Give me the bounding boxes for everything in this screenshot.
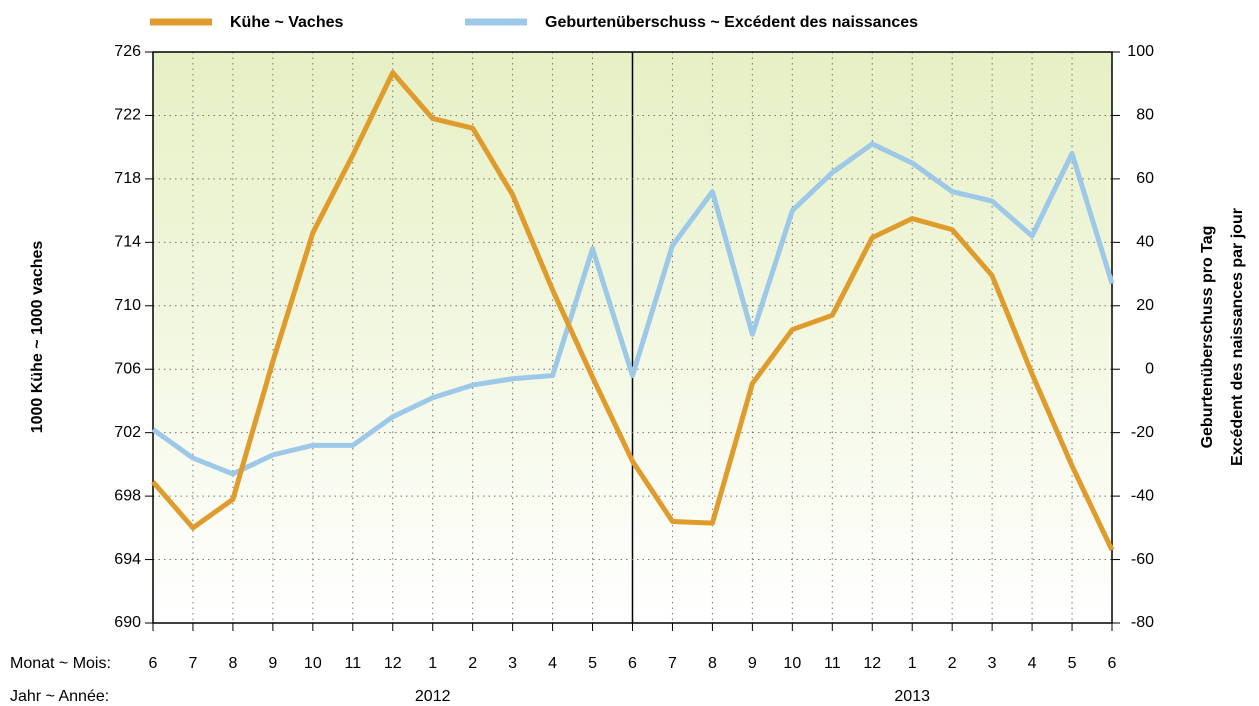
y-tick-label: 690	[114, 614, 141, 631]
x-tick-label: 1	[428, 655, 437, 672]
x-tick-label: 4	[548, 655, 557, 672]
x-tick-label: 3	[508, 655, 517, 672]
x-tick-label: 10	[783, 655, 801, 672]
y-tick-label: 718	[114, 170, 141, 187]
x-tick-label: 3	[988, 655, 997, 672]
x-tick-label: 10	[304, 655, 322, 672]
row-label: Monat ~ Mois:	[10, 655, 111, 672]
year-label: 2013	[894, 688, 930, 705]
x-tick-label: 2	[468, 655, 477, 672]
x-tick-label: 11	[824, 655, 841, 672]
x-tick-label: 12	[384, 655, 402, 672]
line	[151, 70, 1115, 552]
x-tick-label: 1	[908, 655, 917, 672]
y2-tick-label: -40	[1131, 487, 1154, 504]
x-tick-label: 9	[748, 655, 757, 672]
x-tick-label: 6	[628, 655, 637, 672]
x-tick-label: 8	[228, 655, 237, 672]
y-tick-label: 722	[114, 107, 141, 124]
x-tick-label: 9	[268, 655, 277, 672]
y2-tick-label: 100	[1127, 43, 1154, 60]
y2-tick-label: -60	[1131, 551, 1154, 568]
y2-tick-label: 60	[1136, 170, 1154, 187]
y-tick-label: 726	[114, 43, 141, 60]
y-tick-label: 694	[114, 551, 141, 568]
x-tick-label: 5	[588, 655, 597, 672]
x-tick-label: 12	[863, 655, 881, 672]
x-tick-label: 6	[149, 655, 158, 672]
y2-tick-label: -80	[1131, 614, 1154, 631]
y2-tick-label: 0	[1145, 360, 1154, 377]
row-label: Jahr ~ Année:	[10, 688, 109, 705]
x-tick-label: 11	[344, 655, 361, 672]
y2-tick-label: 20	[1136, 297, 1154, 314]
y2-tick-label: 40	[1136, 234, 1154, 251]
y2-axis-label: Excédent des naissances par jour	[1229, 208, 1246, 466]
y2-tick-label: -20	[1131, 424, 1154, 441]
y2-tick-label: 80	[1136, 107, 1154, 124]
y-axis-label: 1000 Kühe ~ 1000 vaches	[29, 241, 46, 434]
y2-axis-label: Geburtenüberschuss pro Tag	[1199, 226, 1216, 449]
year-label: 2012	[415, 688, 451, 705]
y-tick-label: 710	[114, 297, 141, 314]
y-tick-label: 698	[114, 487, 141, 504]
plot-frame	[152, 51, 1113, 624]
x-tick-label: 6	[1108, 655, 1117, 672]
y-tick-label: 706	[114, 360, 141, 377]
x-tick-label: 7	[668, 655, 677, 672]
x-tick-label: 4	[1028, 655, 1037, 672]
legend-label: Kühe ~ Vaches	[230, 14, 343, 31]
y-tick-label: 702	[114, 424, 141, 441]
x-tick-label: 8	[708, 655, 717, 672]
x-tick-label: 7	[189, 655, 198, 672]
x-tick-label: 2	[948, 655, 957, 672]
legend-label: Geburtenüberschuss ~ Excédent des naissa…	[545, 14, 918, 31]
x-tick-label: 5	[1068, 655, 1077, 672]
line	[151, 141, 1115, 477]
y-tick-label: 714	[114, 234, 141, 251]
